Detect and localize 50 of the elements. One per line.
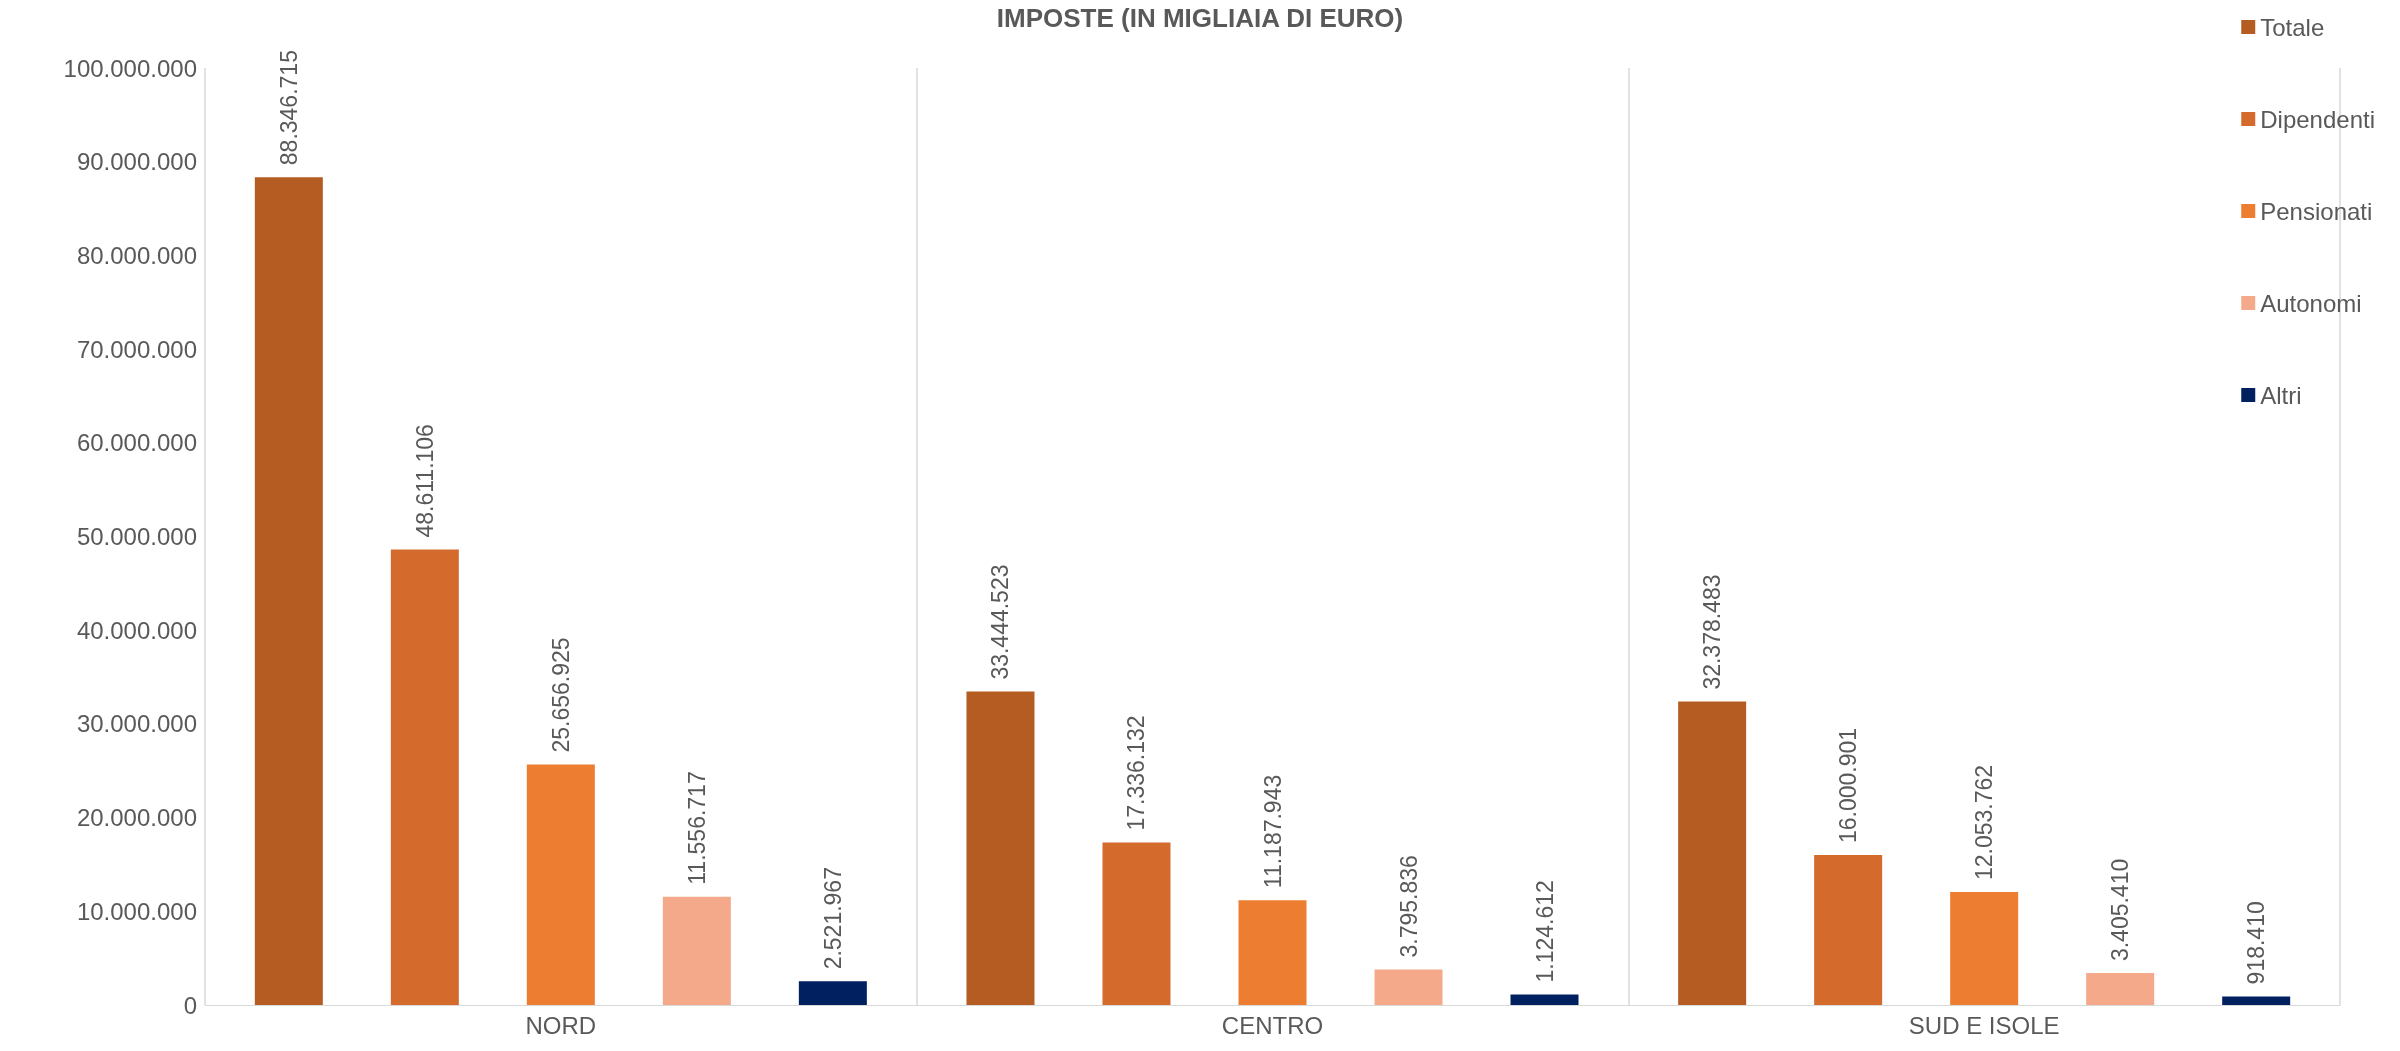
- x-tick-label: CENTRO: [1221, 1011, 1324, 1039]
- bar: [1510, 994, 1579, 1005]
- y-tick-label: 80.000.000: [76, 241, 197, 269]
- bar: [390, 549, 459, 1005]
- y-tick-label: 40.000.000: [76, 616, 197, 644]
- data-label: 1.124.612: [1531, 880, 1558, 983]
- y-tick-label: 100.000.000: [63, 54, 197, 82]
- bar: [662, 896, 731, 1005]
- data-label: 918.410: [2243, 901, 2270, 985]
- data-label: 2.521.967: [819, 867, 846, 970]
- data-label: 33.444.523: [987, 564, 1014, 680]
- legend-label: Autonomi: [2260, 289, 2362, 317]
- bar: [798, 981, 867, 1005]
- bar: [2086, 973, 2155, 1005]
- x-tick-label: NORD: [525, 1011, 597, 1039]
- y-tick-label: 70.000.000: [76, 335, 197, 363]
- data-label: 25.656.925: [547, 637, 574, 753]
- bar: [2222, 996, 2291, 1005]
- bar: [1678, 701, 1747, 1005]
- data-label: 32.378.483: [1699, 574, 1726, 690]
- y-tick-label: 50.000.000: [76, 523, 197, 550]
- y-tick-label: 0: [183, 991, 197, 1019]
- data-label: 3.795.836: [1395, 855, 1422, 958]
- bar: [1374, 969, 1443, 1005]
- bar: [1238, 900, 1307, 1005]
- bar: [1102, 842, 1171, 1005]
- bar: [254, 177, 323, 1005]
- data-label: 88.346.715: [275, 50, 302, 166]
- data-label: 17.336.132: [1123, 715, 1150, 831]
- legend-label: Totale: [2260, 13, 2325, 41]
- data-label: 11.556.717: [683, 771, 710, 885]
- data-label: 16.000.901: [1835, 727, 1862, 844]
- y-tick-label: 10.000.000: [76, 897, 197, 925]
- bar: [966, 691, 1035, 1005]
- chart-title: IMPOSTE (IN MIGLIAIA DI EURO): [996, 3, 1404, 33]
- x-tick-label: SUD E ISOLE: [1908, 1011, 2060, 1039]
- bar: [1950, 892, 2019, 1005]
- y-tick-label: 20.000.000: [76, 804, 197, 832]
- data-label: 11.187.943: [1259, 774, 1286, 889]
- y-tick-label: 90.000.000: [76, 148, 197, 176]
- y-tick-label: 30.000.000: [76, 710, 197, 738]
- legend-label: Pensionati: [2260, 197, 2373, 225]
- data-label: 12.053.762: [1971, 764, 1998, 881]
- data-label: 48.611.106: [411, 424, 438, 538]
- legend-label: Altri: [2260, 381, 2302, 409]
- legend-label: Dipendenti: [2260, 105, 2375, 133]
- data-label: 3.405.410: [2107, 858, 2134, 962]
- bar: [1814, 855, 1883, 1005]
- bar: [526, 764, 595, 1005]
- y-tick-label: 60.000.000: [76, 429, 197, 457]
